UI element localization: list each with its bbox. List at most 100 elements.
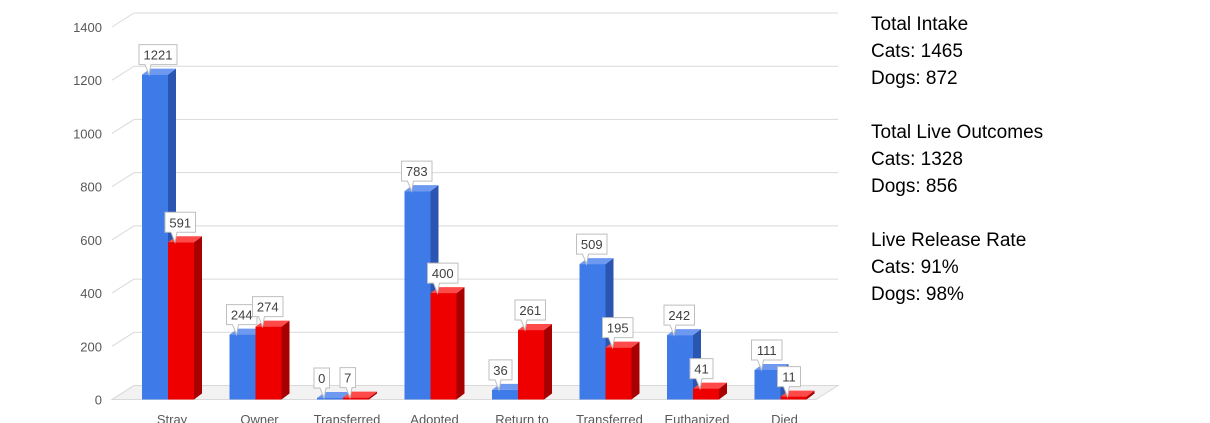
gridline-side [111, 172, 135, 188]
data-label-callout [514, 299, 546, 332]
bar-chart: 0 200 400 600 800 1000 1200 1400 Stray Owner Trans… [73, 12, 840, 423]
outcomes-block: Total Live Outcomes Cats: 1328 Dogs: 856 [871, 119, 1043, 200]
intake-dogs: Dogs: 872 [871, 68, 958, 89]
data-label: 7 [339, 367, 356, 400]
bar-top [317, 392, 351, 398]
gridline-side [111, 12, 135, 28]
data-label-callout [689, 358, 714, 391]
data-label: 11 [777, 366, 801, 399]
data-label: 783 [401, 160, 433, 193]
data-label-callout [663, 304, 695, 337]
data-label-value: 41 [694, 362, 708, 377]
release-block: Live Release Rate Cats: 91% Dogs: 98% [871, 227, 1043, 308]
outcomes-dogs: Dogs: 856 [871, 176, 958, 197]
bar-side [369, 391, 377, 400]
data-label: 195 [602, 317, 634, 350]
bar-top [255, 320, 290, 327]
bar [142, 74, 168, 400]
bar-top [229, 328, 264, 335]
data-label-callout [751, 339, 783, 372]
x-category-label: Transferred [576, 412, 643, 423]
data-label: 261 [514, 299, 546, 332]
bar-side [719, 382, 727, 400]
intake-heading: Total Intake [871, 14, 969, 35]
data-label-value: 0 [318, 371, 325, 386]
release-heading: Live Release Rate [871, 230, 1027, 251]
bar-side [281, 320, 290, 400]
bar-top [430, 287, 465, 294]
y-tick-label: 1000 [73, 126, 102, 141]
gridline-side [111, 278, 135, 294]
bar [317, 398, 343, 400]
bar [492, 389, 518, 400]
y-tick-label: 1400 [73, 20, 102, 35]
y-tick-label: 1200 [73, 73, 102, 88]
data-label: 0 [313, 367, 330, 400]
bar [780, 396, 807, 400]
x-category-label: Stray [157, 412, 188, 423]
bar [605, 347, 632, 400]
intake-block: Total Intake Cats: 1465 Dogs: 872 [871, 11, 1043, 92]
bar-top [605, 341, 640, 348]
intake-cats: Cats: 1465 [871, 41, 963, 62]
data-label: 242 [663, 304, 695, 337]
data-label: 400 [427, 262, 459, 295]
data-label-value: 195 [607, 321, 629, 336]
data-label-callout [576, 233, 608, 266]
data-label: 36 [488, 359, 513, 392]
x-category-label: Adopted [410, 412, 458, 423]
release-cats: Cats: 91% [871, 257, 959, 278]
y-tick-label: 800 [80, 180, 102, 195]
data-label-value: 261 [519, 303, 541, 318]
x-category-label: Transferred [314, 412, 381, 423]
data-label-value: 11 [782, 370, 796, 385]
data-label-value: 7 [344, 371, 351, 386]
data-label-callout [339, 367, 356, 400]
data-label-value: 400 [432, 266, 454, 281]
gridline-side [111, 225, 135, 241]
bar [430, 293, 457, 400]
x-category-label: Return to [495, 412, 548, 423]
data-label: 591 [164, 211, 196, 244]
y-tick-label: 200 [80, 339, 102, 354]
bar [518, 330, 544, 400]
bar-side [194, 236, 202, 400]
outcomes-heading: Total Live Outcomes [871, 122, 1044, 143]
x-category-label: Died [771, 412, 798, 423]
data-label: 244 [226, 304, 258, 337]
bar [404, 191, 431, 400]
bar-top [343, 391, 377, 398]
bar-top [168, 236, 202, 243]
bar-top [693, 382, 727, 389]
chart-floor [110, 385, 840, 400]
bar [667, 335, 693, 400]
bar [579, 264, 606, 400]
data-label-value: 1221 [144, 48, 173, 63]
x-category-label: Euthanized [664, 412, 729, 423]
data-label-value: 36 [493, 363, 507, 378]
y-tick-label: 400 [80, 286, 102, 301]
bar [229, 334, 256, 400]
bar-top [492, 383, 526, 390]
data-label-callout [488, 359, 513, 392]
data-label-value: 242 [668, 308, 690, 323]
data-label-callout [427, 262, 459, 295]
data-label: 111 [751, 339, 783, 372]
gridline-side [111, 119, 135, 134]
data-label: 274 [252, 296, 284, 329]
y-tick-label: 0 [95, 393, 102, 408]
gridline-side [111, 65, 135, 81]
bar [255, 326, 282, 400]
chart-side-edge [111, 385, 135, 400]
bar-top [142, 68, 176, 75]
bar-side [631, 341, 640, 400]
data-label: 509 [576, 233, 608, 266]
bar [754, 369, 781, 400]
data-label-callout [252, 296, 284, 329]
bar [168, 242, 194, 400]
bar-side [456, 287, 465, 400]
data-label: 41 [689, 358, 714, 391]
bar [693, 388, 719, 400]
data-label-value: 591 [169, 215, 191, 230]
data-label-value: 111 [757, 343, 777, 358]
